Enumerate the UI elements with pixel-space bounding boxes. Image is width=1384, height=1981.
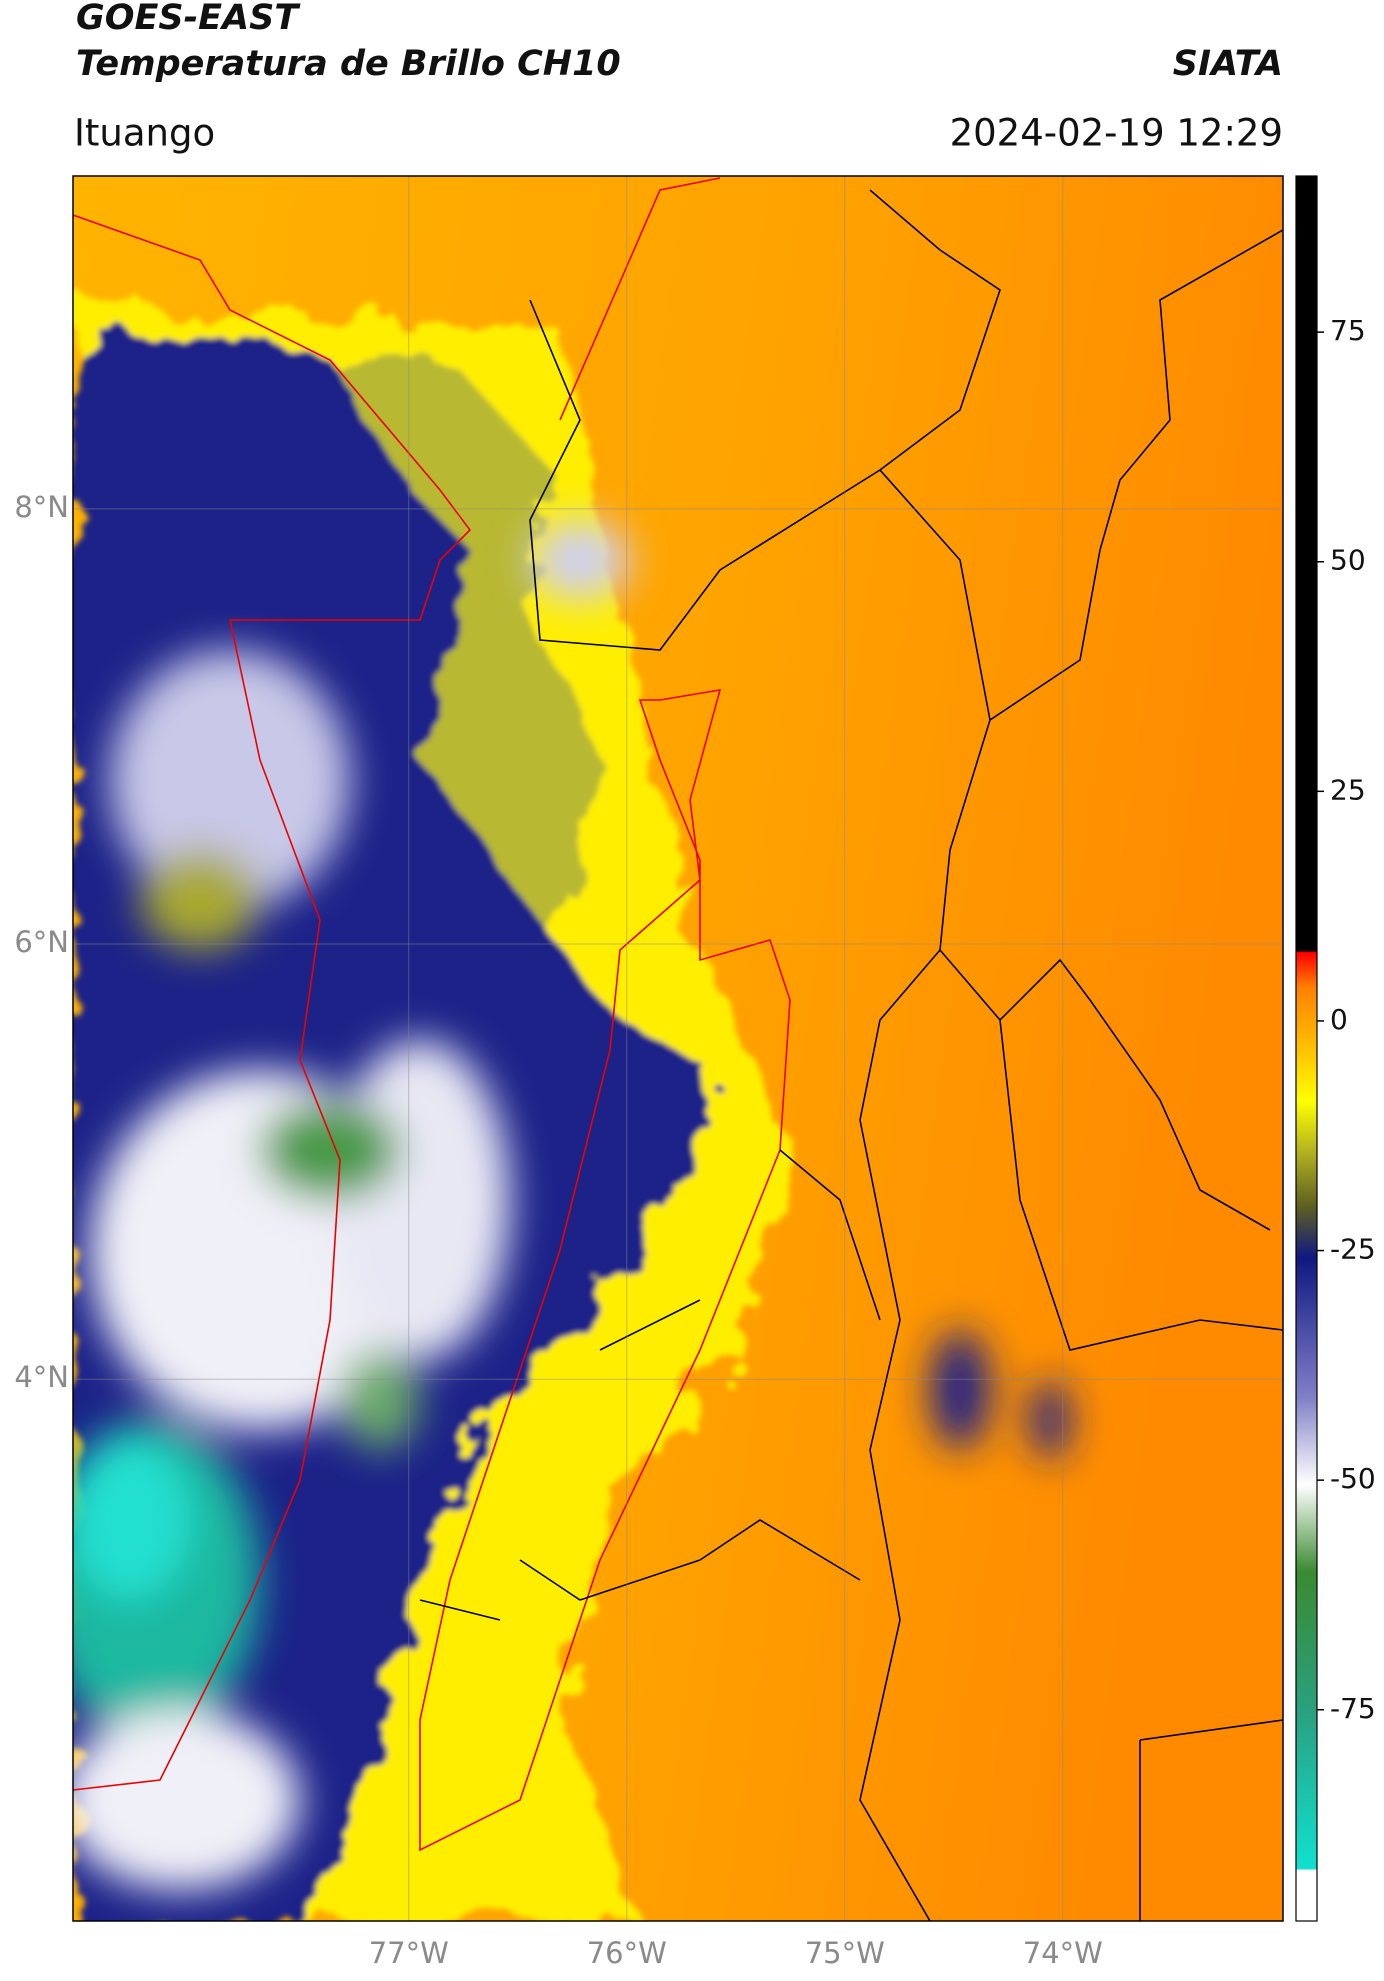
lat-label: 6°N [14,925,69,959]
lon-label: 76°W [587,1936,667,1970]
title: GOES-EAST [76,0,301,38]
satellite-image [73,176,1283,1921]
lat-label: 4°N [14,1360,69,1394]
lat-label: 8°N [14,490,69,524]
colorbar-tick-label: 25 [1330,773,1366,806]
lon-label: 74°W [1023,1936,1103,1970]
source: SIATA [1173,44,1283,84]
subtitle: Temperatura de Brillo CH10 [76,44,621,84]
lon-label: 77°W [369,1936,449,1970]
lon-label: 75°W [805,1936,885,1970]
colorbar-tick-label: 0 [1330,1003,1348,1036]
datetime: 2024-02-19 12:29 [950,112,1283,155]
colorbar-tick-label: -25 [1330,1233,1376,1266]
graticule [73,176,1283,1921]
location: Ituango [74,112,215,155]
colorbar-tick-label: -50 [1330,1462,1376,1495]
map-frame [72,175,1284,1922]
colorbar [1295,175,1318,1922]
colorbar-tick-label: -75 [1330,1692,1376,1725]
colorbar-tick-label: 50 [1330,544,1366,577]
colorbar-tick-label: 75 [1330,314,1366,347]
